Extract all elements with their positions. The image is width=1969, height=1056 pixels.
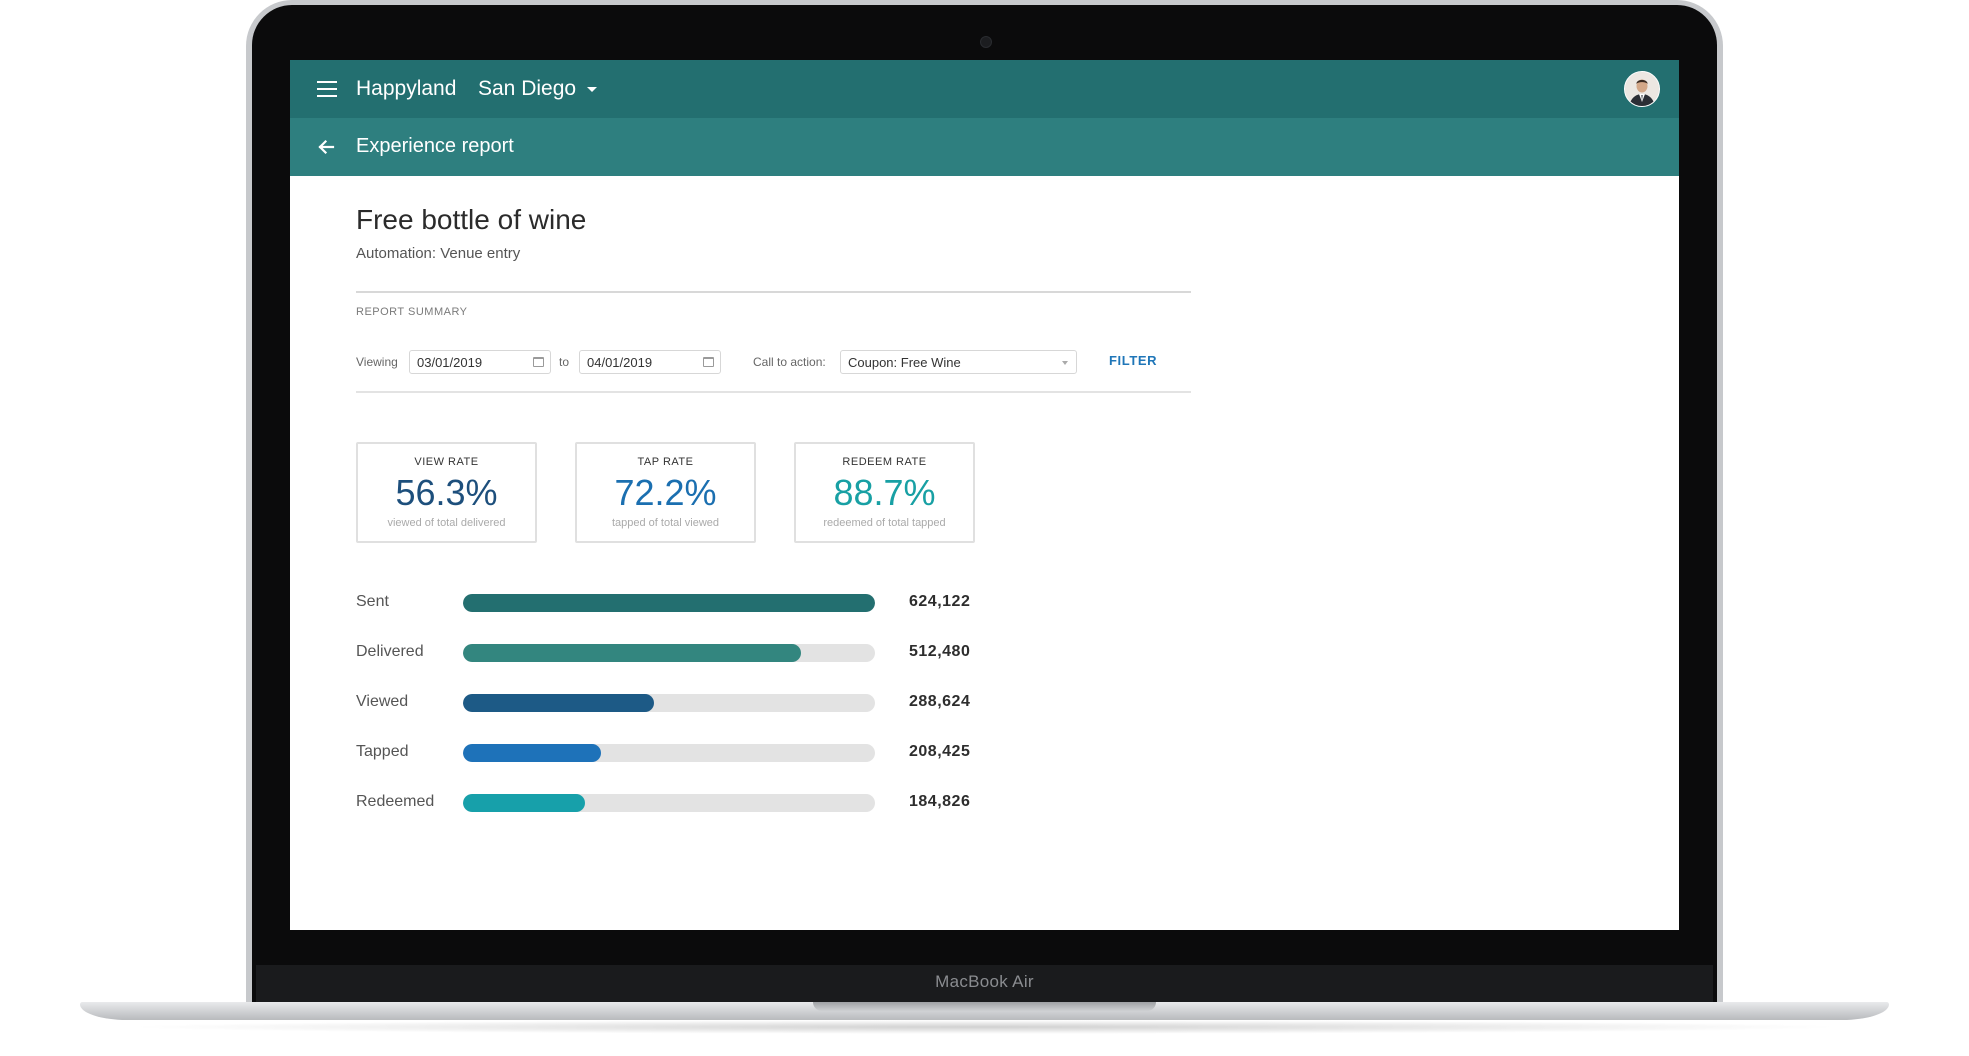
page-subtitle: Automation: Venue entry [356,245,521,262]
user-avatar[interactable] [1624,71,1660,107]
funnel-value: 512,480 [909,643,971,660]
end-date-value: 04/01/2019 [587,355,653,370]
webcam [980,36,992,48]
stat-card: REDEEM RATE 88.7% redeemed of total tapped [794,442,975,543]
call-to-action-value: Coupon: Free Wine [848,355,961,370]
app-name: Happyland [356,77,457,100]
chevron-down-icon [1062,361,1068,365]
laptop-base [80,1002,1889,1020]
funnel-row: Redeemed 184,826 [356,791,1056,815]
calendar-icon[interactable] [533,357,544,367]
device-brand-label: MacBook Air [935,972,1034,991]
funnel-bar-fill [463,694,654,712]
funnel-bar-track [463,694,875,712]
funnel-value: 288,624 [909,693,971,710]
filter-button[interactable]: FILTER [1109,353,1158,368]
start-date-input[interactable]: 03/01/2019 [409,350,551,374]
chevron-down-icon[interactable] [587,87,597,92]
funnel-value: 184,826 [909,793,971,810]
stat-caption: tapped of total viewed [611,517,720,529]
start-date-value: 03/01/2019 [417,355,483,370]
calendar-icon[interactable] [703,357,714,367]
stat-label: VIEW RATE [414,456,479,468]
funnel-row: Viewed 288,624 [356,691,1056,715]
funnel-label: Delivered [356,643,424,660]
section-label: REPORT SUMMARY [356,306,468,318]
funnel-row: Tapped 208,425 [356,741,1056,765]
laptop-notch [813,1002,1156,1011]
location-selector[interactable]: San Diego [478,77,577,100]
stat-value: 72.2% [614,472,717,513]
funnel-label: Viewed [356,693,409,710]
end-date-input[interactable]: 04/01/2019 [579,350,721,374]
funnel-label: Redeemed [356,793,435,810]
funnel-bar-fill [463,794,585,812]
funnel-bar-track [463,594,875,612]
page-header-title: Experience report [356,135,514,157]
stat-value: 88.7% [833,472,936,513]
funnel-label: Tapped [356,743,409,760]
funnel-bar-fill [463,644,801,662]
stat-value: 56.3% [395,472,498,513]
stat-card: VIEW RATE 56.3% viewed of total delivered [356,442,537,543]
stat-card: TAP RATE 72.2% tapped of total viewed [575,442,756,543]
laptop-chin [256,965,1713,1002]
funnel-bar-track [463,644,875,662]
app-bar: Happyland San Diego [290,60,1679,118]
call-to-action-label: Call to action: [753,355,826,369]
laptop-shadow [120,1020,1849,1034]
stat-label: REDEEM RATE [842,456,927,468]
divider [356,291,1191,293]
hamburger-menu-icon[interactable] [317,81,337,98]
page-header-bar: Experience report [290,118,1679,176]
stat-label: TAP RATE [637,456,694,468]
funnel-value: 624,122 [909,593,971,610]
funnel-bar-track [463,744,875,762]
app-screen: Happyland San Diego Experience report Fr… [290,60,1679,930]
funnel-bar-fill [463,594,875,612]
stat-caption: viewed of total delivered [387,517,506,529]
funnel-bar-fill [463,744,601,762]
funnel-value: 208,425 [909,743,971,760]
call-to-action-select[interactable]: Coupon: Free Wine [840,350,1077,374]
viewing-label: Viewing [356,355,398,369]
funnel-bar-track [463,794,875,812]
funnel-row: Sent 624,122 [356,591,1056,615]
stat-caption: redeemed of total tapped [823,517,946,529]
to-label: to [559,355,570,369]
funnel-row: Delivered 512,480 [356,641,1056,665]
arrow-left-icon[interactable] [316,137,336,157]
funnel-label: Sent [356,593,389,610]
divider [356,391,1191,393]
page-title: Free bottle of wine [356,204,587,235]
